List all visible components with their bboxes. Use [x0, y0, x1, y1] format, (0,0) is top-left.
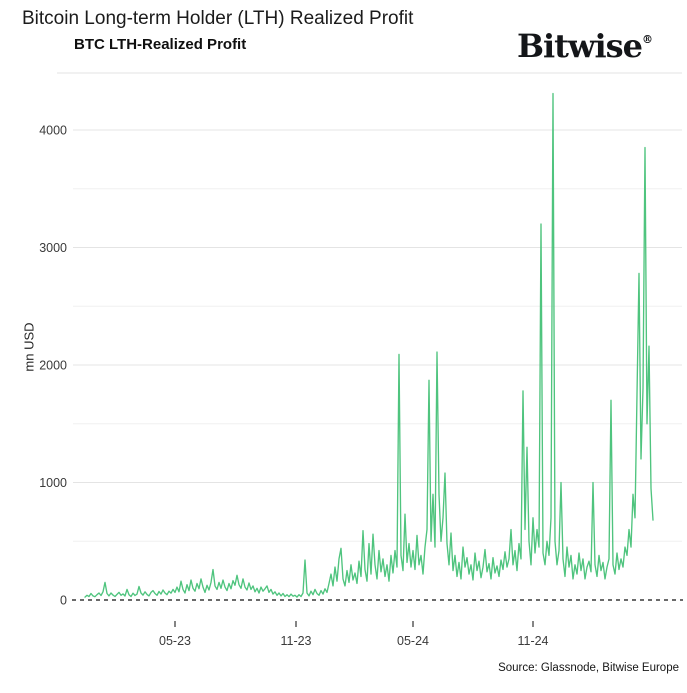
bitwise-logo: Bitwise® — [517, 27, 653, 65]
x-tick-label: 05-24 — [397, 634, 429, 648]
y-tick-label: 0 — [60, 594, 67, 608]
y-tick-label: 2000 — [39, 359, 67, 373]
x-tick-label: 11-24 — [517, 634, 548, 648]
y-tick-label: 3000 — [39, 241, 67, 255]
y-tick-label: 1000 — [39, 476, 67, 490]
x-tick-label: 11-23 — [280, 634, 311, 648]
profit-line-series — [84, 92, 654, 598]
source-note: Source: Glassnode, Bitwise Europe — [498, 662, 679, 674]
bitwise-logo-text: Bitwise — [516, 27, 643, 65]
chart-title: BTC LTH-Realized Profit — [74, 36, 247, 53]
page-title: Bitcoin Long-term Holder (LTH) Realized … — [22, 8, 414, 29]
x-tick-label: 05-23 — [159, 634, 191, 648]
registered-trademark-mark: ® — [642, 33, 653, 47]
y-tick-label: 4000 — [39, 124, 67, 138]
